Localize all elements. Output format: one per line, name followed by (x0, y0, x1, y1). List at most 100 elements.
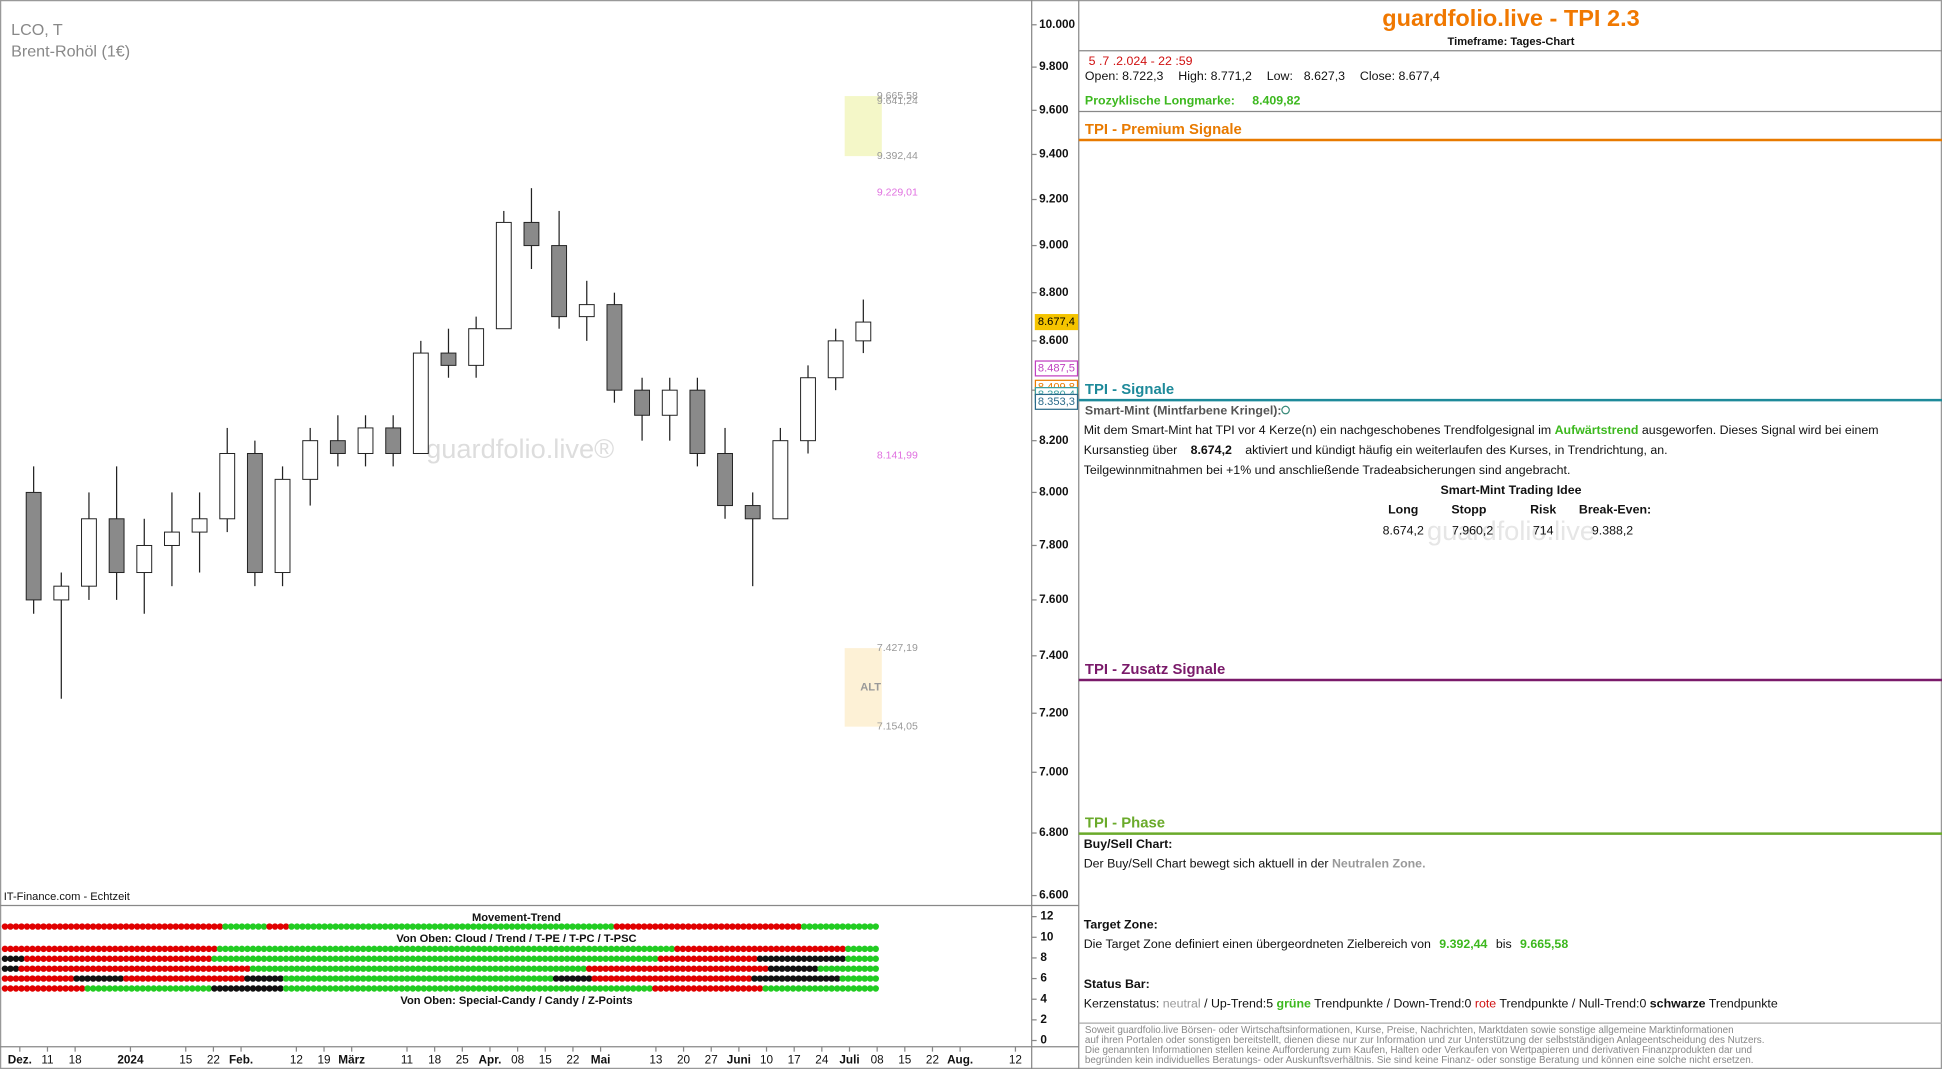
trend-dot (194, 955, 202, 962)
trend-dot (607, 985, 615, 992)
trend-dot (811, 975, 819, 982)
trend-dot (426, 975, 433, 982)
candle-body (329, 440, 346, 454)
trend-dot (18, 985, 25, 992)
price-tag-label: 8.677,4 (1038, 316, 1075, 328)
y-tick-label: 9.400 (1039, 148, 1069, 161)
trend-dot (591, 923, 598, 930)
trend-dot (806, 975, 813, 982)
trend-dot (167, 945, 174, 953)
trend-dot (867, 923, 874, 930)
trend-dot (67, 985, 75, 992)
trend-dot (822, 965, 830, 972)
trend-dot (18, 923, 25, 930)
trend-dot (740, 945, 747, 953)
watermark: guardfolio.live (1427, 515, 1595, 546)
trend-dot (696, 923, 703, 930)
trend-dot (762, 955, 769, 962)
trend-dot (122, 945, 130, 953)
trend-dot (62, 985, 69, 992)
trend-dot (365, 923, 372, 930)
trend-dot (718, 923, 725, 930)
movement-label: Von Oben: Special-Candy / Candy / Z-Poin… (400, 995, 632, 1007)
trend-dot (106, 923, 113, 930)
trend-dot (811, 923, 819, 930)
trend-dot (844, 965, 852, 972)
trend-dot (249, 945, 257, 953)
trend-dot (244, 955, 251, 962)
trend-dot (183, 955, 191, 962)
price-tag (1034, 360, 1079, 377)
trend-dot (18, 975, 25, 982)
trend-dot (106, 965, 113, 972)
ohlc: Open: 8.722,3 High: 8.771,2 Low: 8.627,3 Cl… (1085, 69, 1440, 83)
y-tick-label: 6.600 (1039, 889, 1069, 902)
trend-dot (183, 923, 191, 930)
trend-dot (811, 985, 819, 992)
trend-dot (585, 965, 593, 972)
trend-dot (596, 945, 604, 953)
trend-dot (84, 965, 91, 972)
trend-dot (641, 965, 648, 972)
trend-dot (690, 955, 698, 962)
x-tick-label: 22 (207, 1053, 220, 1066)
trend-dot (393, 985, 400, 992)
trend-dot (817, 923, 824, 930)
x-tick-label: 20 (677, 1053, 691, 1066)
trend-dot (244, 923, 251, 930)
trend-dot (635, 985, 642, 992)
trend-dot (205, 955, 213, 962)
trend-dot (415, 945, 422, 953)
trend-dot (321, 985, 328, 992)
candle-body (661, 389, 678, 416)
trend-dot (288, 945, 295, 953)
trend-dot (84, 923, 91, 930)
trend-dot (773, 985, 780, 992)
y-tick-label: 6.800 (1039, 826, 1069, 839)
trend-dot (134, 945, 141, 953)
trend-dot (541, 945, 549, 953)
trend-dot (7, 965, 14, 972)
trend-dot (861, 985, 868, 992)
trend-dot (778, 975, 786, 982)
trend-dot (591, 955, 598, 962)
trend-dot (492, 985, 499, 992)
trend-dot (167, 965, 174, 972)
x-tick-label: 11 (41, 1053, 53, 1066)
trend-dot (459, 965, 466, 972)
trend-dot (18, 965, 25, 972)
trend-dot (420, 945, 428, 953)
trend-dot (492, 923, 499, 930)
trend-dot (745, 955, 753, 962)
trend-dot (674, 975, 681, 982)
trend-dot (624, 965, 631, 972)
x-tick-label: 12 (1009, 1053, 1022, 1066)
trend-dot (95, 945, 102, 953)
trend-dot (387, 955, 394, 962)
trend-dot (194, 923, 202, 930)
disclaimer: begründen kein individuelles Beratungs- … (1085, 1055, 1754, 1066)
trend-dot (839, 955, 846, 962)
trend-dot (56, 945, 64, 953)
trend-dot (282, 975, 290, 982)
candle-body (53, 585, 70, 601)
trend-dot (767, 955, 775, 962)
trend-dot (685, 955, 692, 962)
trend-dot (707, 975, 714, 982)
trend-dot (872, 985, 879, 992)
trend-dot (266, 923, 273, 930)
trend-dot (29, 945, 36, 953)
trend-dot (404, 985, 411, 992)
trend-dot (145, 945, 152, 953)
trend-dot (751, 945, 758, 953)
trend-dot (23, 923, 31, 930)
trend-dot (701, 985, 709, 992)
trend-dot (293, 945, 301, 953)
trend-dot (585, 985, 593, 992)
x-tick-label: 08 (871, 1053, 885, 1066)
trend-dot (266, 955, 273, 962)
trend-dot (789, 945, 797, 953)
trend-dot (839, 985, 846, 992)
trend-dot (189, 965, 196, 972)
trend-dot (481, 923, 488, 930)
